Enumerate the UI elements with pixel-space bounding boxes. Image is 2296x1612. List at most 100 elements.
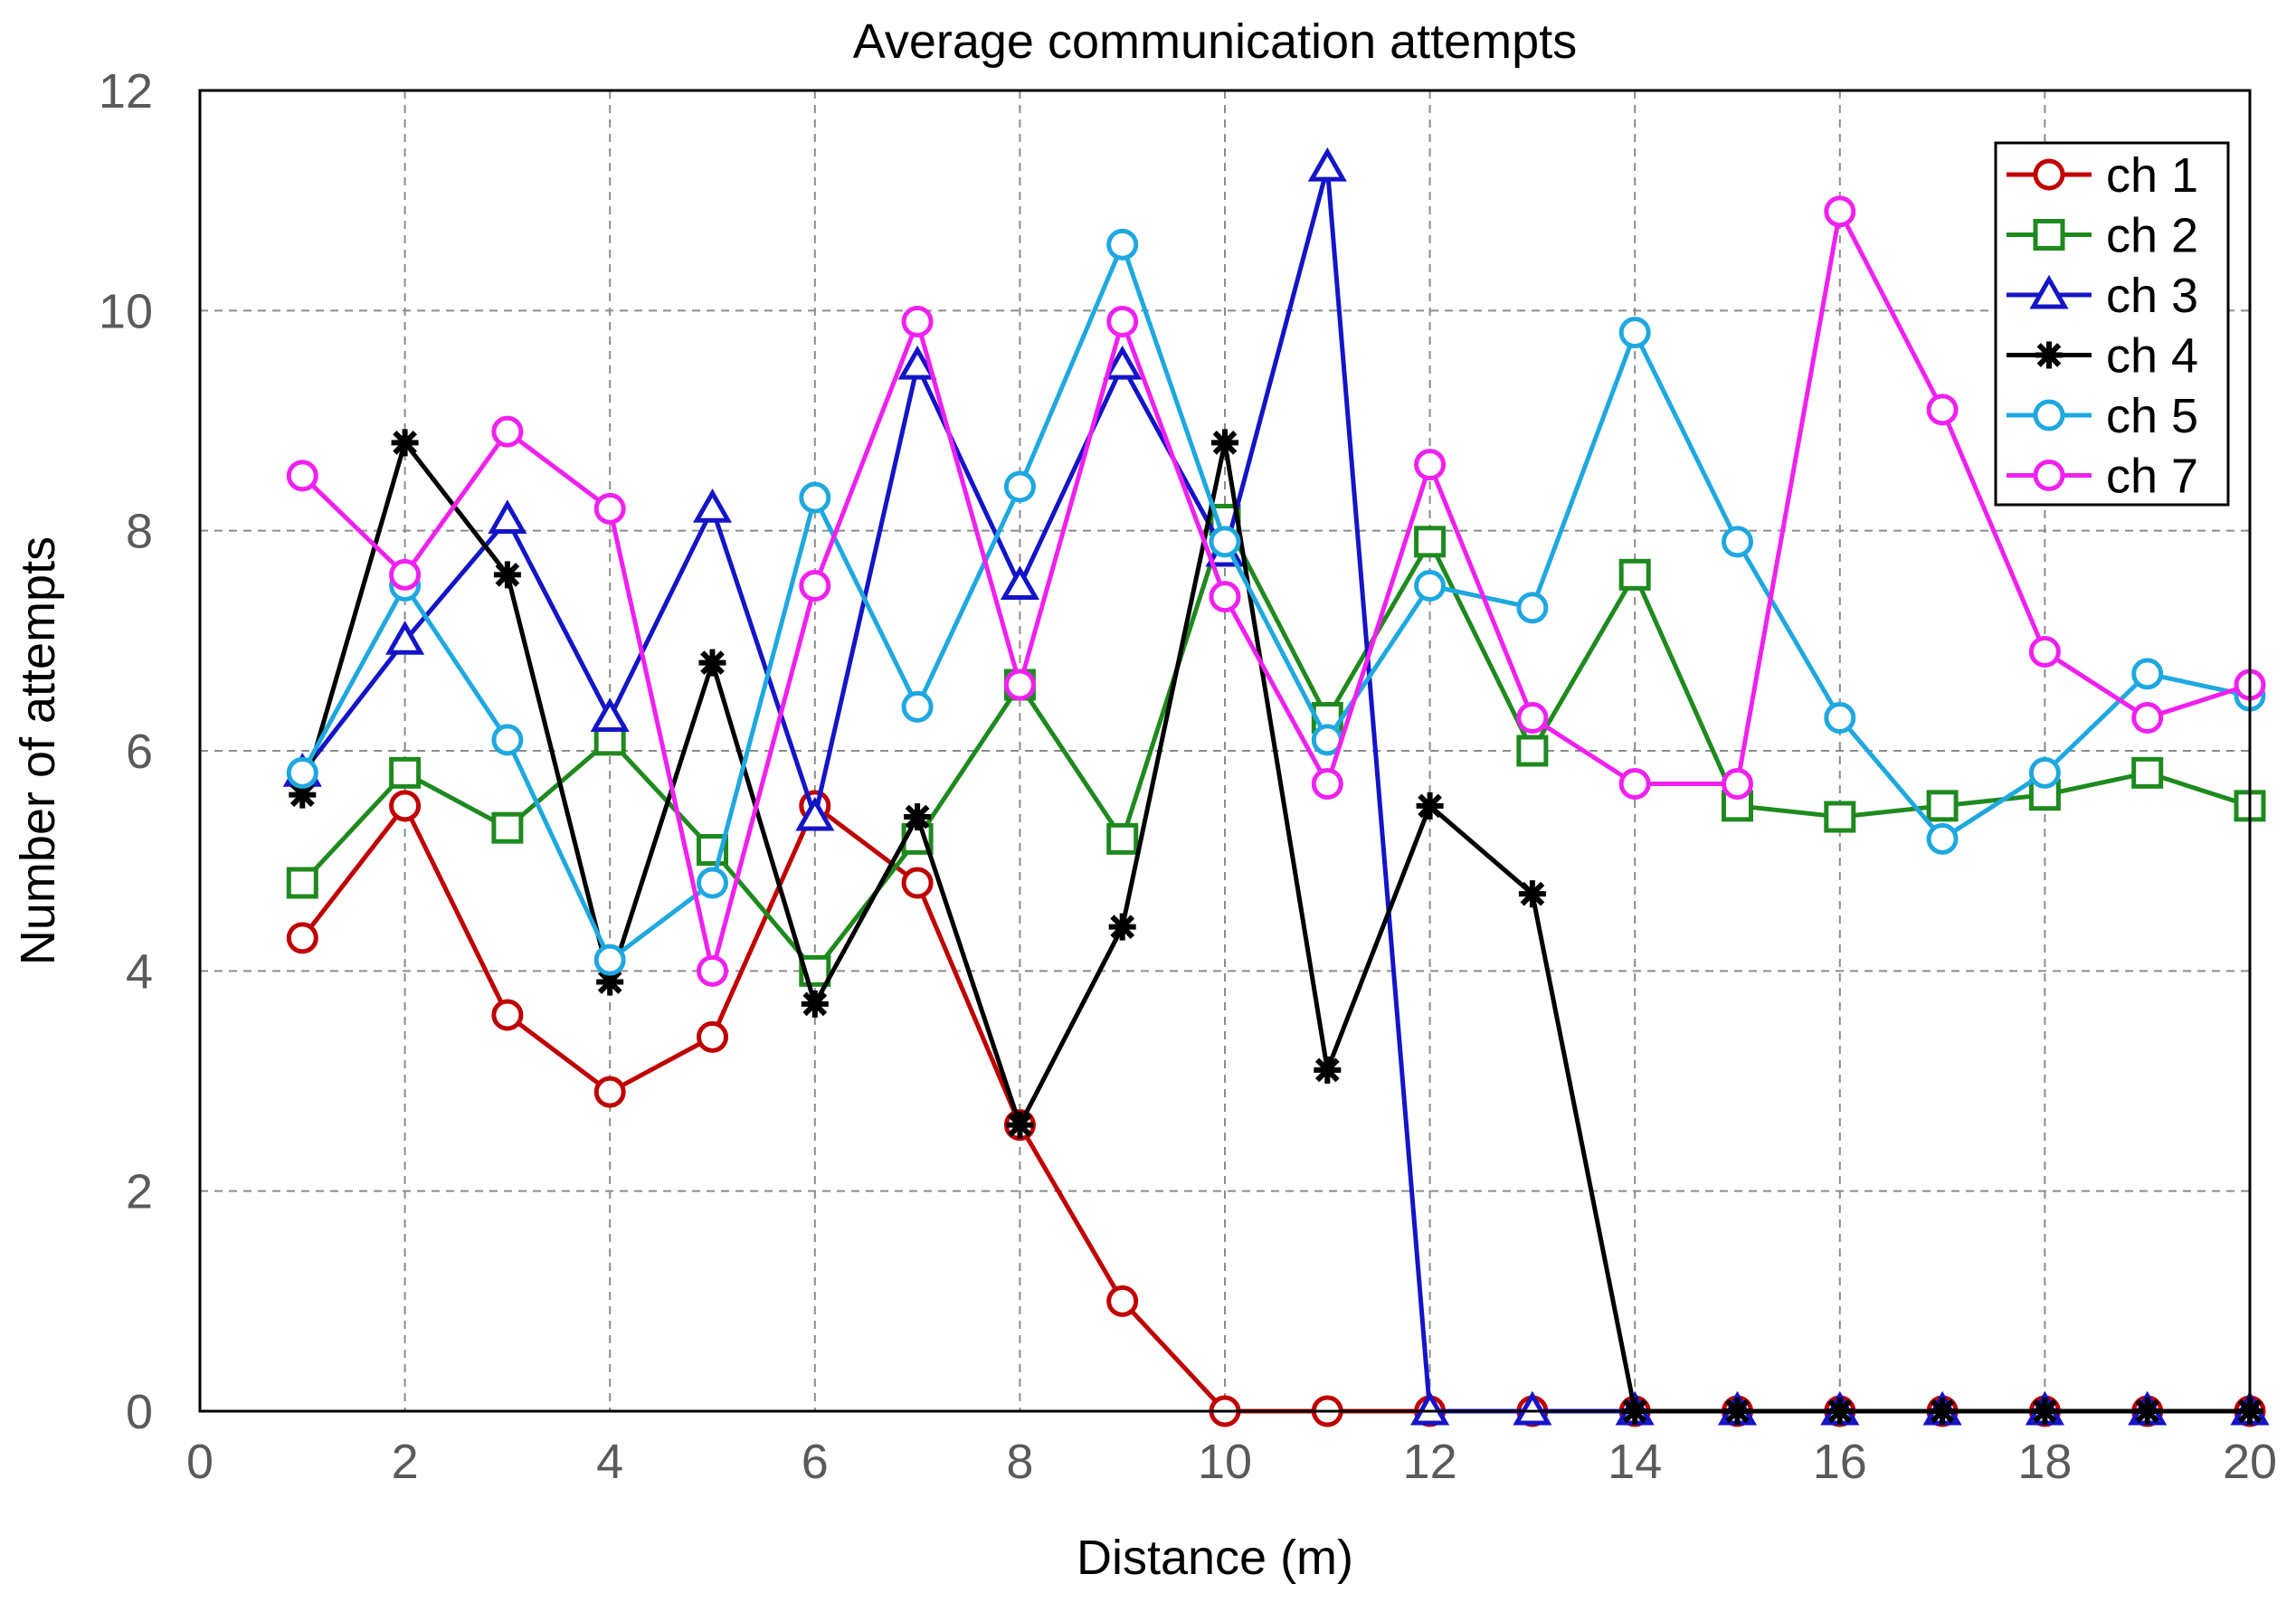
legend-item: ch 7 xyxy=(2007,450,2198,504)
data-point-square xyxy=(389,756,422,789)
data-point-star xyxy=(1211,429,1238,457)
data-point-circle xyxy=(1003,669,1036,701)
plot-frame xyxy=(198,89,2252,1413)
data-point-triangle xyxy=(897,345,937,380)
x-tick-label: 8 xyxy=(1006,1435,1033,1489)
x-tick-label: 18 xyxy=(2017,1435,2072,1489)
data-point-circle xyxy=(901,867,934,899)
data-point-star xyxy=(2035,341,2063,369)
data-point-circle xyxy=(1722,526,1753,558)
data-point-circle xyxy=(1209,526,1241,558)
data-point-circle xyxy=(491,724,524,756)
data-point-circle xyxy=(2028,756,2061,789)
data-point-triangle xyxy=(1103,345,1143,380)
legend-item: ch 5 xyxy=(2007,389,2198,443)
data-point-star xyxy=(1314,1056,1342,1084)
data-point-square xyxy=(2131,756,2164,789)
legend-label: ch 2 xyxy=(2106,209,2198,263)
data-point-square xyxy=(491,811,524,844)
data-point-circle xyxy=(1516,592,1549,624)
data-point-circle xyxy=(697,954,728,987)
data-point-circle xyxy=(286,460,318,492)
data-point-square xyxy=(2033,219,2065,251)
data-point-star xyxy=(904,803,932,830)
data-point-square xyxy=(286,867,318,899)
data-point-circle xyxy=(286,922,318,954)
data-point-circle xyxy=(2033,158,2065,191)
legend-label: ch 7 xyxy=(2106,450,2198,504)
legend-item: ch 4 xyxy=(2007,329,2198,384)
data-point-circle xyxy=(593,492,626,525)
data-point-circle xyxy=(389,558,422,591)
data-point-circle xyxy=(1618,317,1651,349)
data-point-triangle xyxy=(488,499,527,534)
series-line xyxy=(300,242,2251,962)
x-tick-label: 20 xyxy=(2223,1435,2277,1489)
data-point-triangle xyxy=(590,697,630,732)
data-point-circle xyxy=(697,1020,728,1053)
legend-label: ch 3 xyxy=(2106,269,2198,323)
data-point-circle xyxy=(1824,702,1856,734)
series-line xyxy=(300,517,2251,973)
data-point-circle xyxy=(901,306,934,337)
series-line xyxy=(300,165,2250,1414)
data-point-triangle xyxy=(1307,147,1347,182)
data-point-circle xyxy=(2033,460,2065,491)
data-point-triangle xyxy=(1513,1390,1552,1426)
chart-title: Average communication attempts xyxy=(853,14,1577,69)
data-point-triangle xyxy=(2029,274,2069,309)
data-point-circle xyxy=(697,867,728,899)
data-point-star xyxy=(1518,880,1546,908)
x-tick-label: 16 xyxy=(1813,1435,1867,1489)
legend-item: ch 2 xyxy=(2007,209,2198,263)
data-point-star xyxy=(391,429,419,457)
data-point-circle xyxy=(1414,449,1447,481)
data-point-circle xyxy=(901,690,934,723)
data-point-circle xyxy=(593,943,626,976)
y-tick-label: 10 xyxy=(99,284,153,338)
x-tick-label: 0 xyxy=(186,1435,213,1489)
legend-item: ch 3 xyxy=(2007,269,2198,323)
data-point-circle xyxy=(1003,470,1036,503)
x-tick-label: 14 xyxy=(1608,1435,1662,1489)
data-point-circle xyxy=(1106,228,1139,261)
y-axis-label: Number of attempts xyxy=(11,536,65,965)
data-point-star xyxy=(1416,792,1444,820)
data-point-square xyxy=(1824,801,1856,833)
series-lines xyxy=(282,147,2270,1427)
data-point-star xyxy=(1108,913,1136,941)
data-point-square xyxy=(1618,558,1651,591)
data-point-star xyxy=(698,649,726,677)
data-point-circle xyxy=(1722,768,1753,800)
data-point-triangle xyxy=(795,796,835,831)
series-line xyxy=(300,803,2250,1414)
data-point-circle xyxy=(1209,581,1241,613)
data-point-circle xyxy=(799,481,831,514)
data-point-circle xyxy=(1516,702,1549,734)
x-tick-label: 10 xyxy=(1198,1435,1252,1489)
data-point-circle xyxy=(491,415,524,448)
series-ch-3 xyxy=(282,147,2270,1426)
data-point-circle xyxy=(2028,636,2061,668)
data-point-circle xyxy=(799,570,831,602)
series-line xyxy=(300,209,2251,973)
data-point-circle xyxy=(1106,306,1139,337)
x-tick-label: 2 xyxy=(392,1435,419,1489)
data-point-triangle xyxy=(1410,1390,1450,1426)
series-ch-4 xyxy=(289,429,2263,1425)
data-point-circle xyxy=(389,790,422,822)
legend-label: ch 5 xyxy=(2106,389,2198,443)
legend-box xyxy=(1994,141,2230,507)
data-point-square xyxy=(1106,822,1139,855)
data-point-star xyxy=(493,561,521,589)
data-point-circle xyxy=(1926,822,1959,855)
data-point-circle xyxy=(1926,394,1959,426)
data-point-triangle xyxy=(692,488,733,523)
y-tick-label: 12 xyxy=(99,64,153,119)
data-point-circle xyxy=(286,756,318,789)
data-point-triangle xyxy=(385,621,425,655)
data-point-triangle xyxy=(1000,565,1039,600)
y-tick-label: 0 xyxy=(126,1385,153,1439)
x-tick-label: 12 xyxy=(1403,1435,1457,1489)
